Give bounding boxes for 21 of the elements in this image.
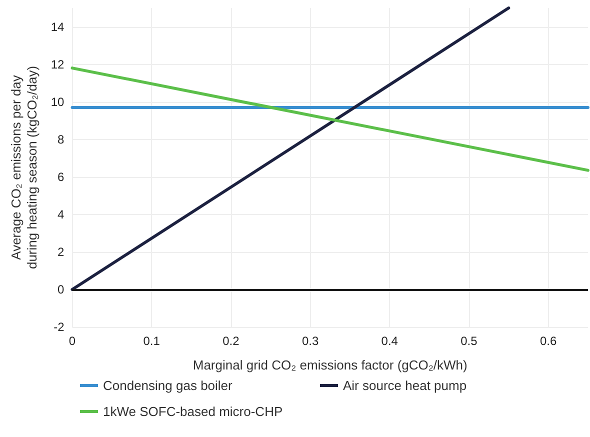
x-tick-label: 0.2 [222, 334, 240, 348]
x-tick-label: 0.1 [143, 334, 160, 348]
x-tick-label: 0.3 [302, 334, 319, 348]
legend-label: Condensing gas boiler [103, 378, 234, 393]
legend-label: Air source heat pump [343, 378, 467, 393]
y-tick-label: 10 [50, 94, 65, 109]
y-tick-label: 12 [50, 57, 65, 72]
x-axis-title: Marginal grid CO₂ emissions factor (gCO₂/kWh) [192, 358, 468, 372]
x-tick-label: 0 [68, 334, 76, 348]
x-tick-label: 0.6 [540, 334, 557, 348]
y-tick-label: 0 [58, 282, 65, 296]
y-axis-title: Average CO₂ emissions per day during heating season (kgCO₂/day) [8, 66, 40, 270]
y-tick-label: 2 [58, 244, 65, 259]
y-tick-label: 14 [50, 20, 65, 34]
y-tick-label: 8 [58, 132, 65, 146]
y-tick-label: -2 [54, 320, 65, 334]
legend-label: 1kWe SOFC-based micro-CHP [103, 404, 283, 419]
y-tick-label: 4 [58, 207, 65, 222]
y-tick-label: 6 [58, 170, 65, 184]
x-tick-label: 0.4 [381, 334, 398, 348]
x-tick-label: 0.5 [460, 334, 478, 348]
